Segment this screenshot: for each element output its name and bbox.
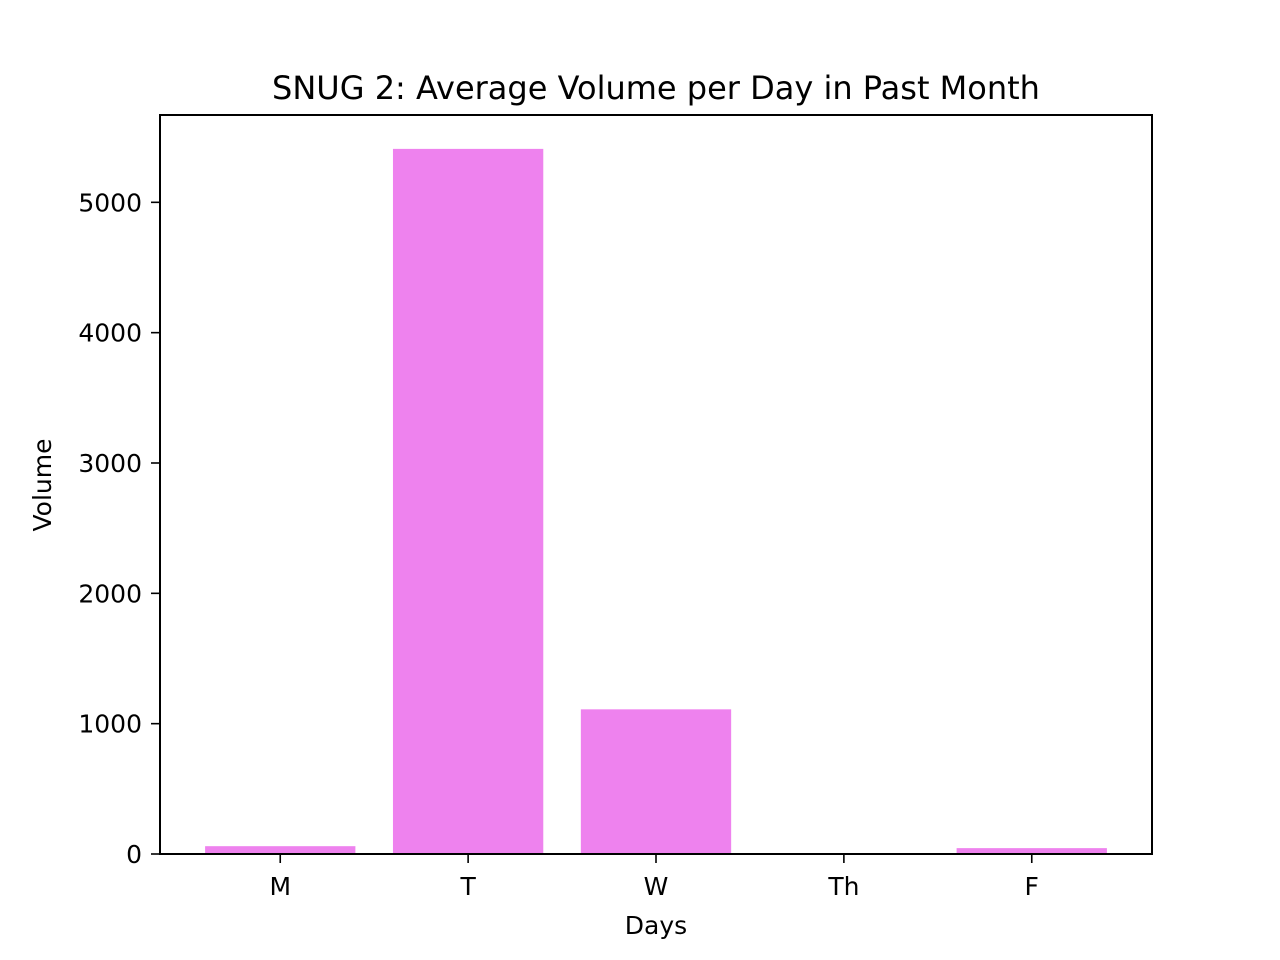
y-axis-label: Volume: [28, 439, 57, 532]
y-tick-label: 0: [126, 840, 142, 869]
bar-f: [956, 848, 1107, 854]
x-tick-label: M: [269, 872, 291, 901]
x-tick-label: T: [459, 872, 476, 901]
x-axis-label: Days: [625, 911, 687, 940]
y-tick-label: 2000: [78, 579, 142, 608]
y-tick-label: 3000: [78, 449, 142, 478]
y-tick-label: 5000: [78, 188, 142, 217]
plot-area-frame: [159, 114, 1153, 855]
x-axis-ticks: M T W Th F: [269, 854, 1039, 901]
bar-t: [392, 148, 544, 854]
x-tick-label: Th: [827, 872, 859, 901]
bars-group: [205, 148, 1107, 854]
y-tick-label: 4000: [78, 319, 142, 348]
chart-title: SNUG 2: Average Volume per Day in Past M…: [272, 69, 1040, 107]
y-tick-label: 1000: [78, 710, 142, 739]
x-tick-label: F: [1025, 872, 1039, 901]
y-axis-ticks: 0 1000 2000 3000 4000 5000: [78, 188, 160, 869]
bar-m: [205, 846, 356, 854]
x-tick-label: W: [644, 872, 669, 901]
bar-w: [580, 709, 732, 854]
